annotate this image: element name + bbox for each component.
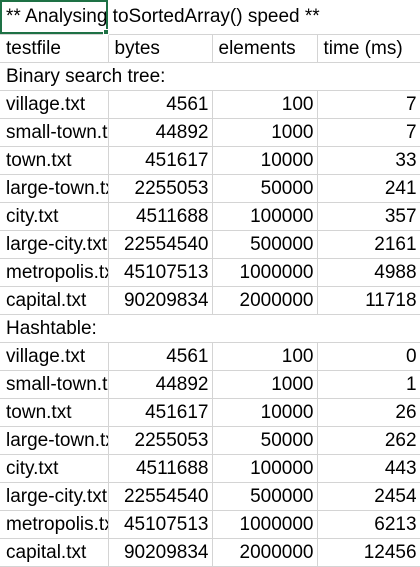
cell-bytes[interactable]: 90209834 xyxy=(108,538,213,567)
table-row: small-town.txt4489210001 xyxy=(0,370,420,399)
cell-time[interactable]: 7 xyxy=(317,118,420,147)
cell-testfile[interactable]: capital.txt xyxy=(0,286,109,315)
table-row: large-town.txt225505350000262 xyxy=(0,426,420,455)
cell-bytes[interactable]: 45107513 xyxy=(108,510,213,539)
title-cell[interactable]: ** Analysing toSortedArray() speed ** xyxy=(0,0,420,35)
cell-time[interactable]: 0 xyxy=(317,342,420,371)
cell-elements[interactable]: 500000 xyxy=(212,230,318,259)
cell-time[interactable]: 2161 xyxy=(317,230,420,259)
cell-elements[interactable]: 1000 xyxy=(212,370,318,399)
cell-bytes[interactable]: 22554540 xyxy=(108,482,213,511)
table-row: town.txt 451617 10000 26 xyxy=(0,398,420,427)
cell-bytes[interactable]: 22554540 xyxy=(108,230,213,259)
cell-time[interactable]: 11718 xyxy=(317,286,420,315)
section-label-cell[interactable]: Hashtable: xyxy=(0,314,420,343)
header-row: testfile bytes elements time (ms) xyxy=(0,34,420,63)
cell-time[interactable]: 1 xyxy=(317,370,420,399)
table-row: large-town.txt225505350000241 xyxy=(0,174,420,203)
section-label-row: Hashtable: xyxy=(0,314,420,343)
header-cell-testfile[interactable]: testfile xyxy=(0,34,109,63)
cell-time[interactable]: 7 xyxy=(317,90,420,119)
cell-elements[interactable]: 1000 xyxy=(212,118,318,147)
cell-elements[interactable]: 50000 xyxy=(212,426,318,455)
fill-handle[interactable] xyxy=(103,29,109,35)
table-row: small-town.txt4489210007 xyxy=(0,118,420,147)
table-row: large-city.txt 22554540 500000 2161 xyxy=(0,230,420,259)
cell-elements[interactable]: 50000 xyxy=(212,174,318,203)
cell-bytes[interactable]: 4511688 xyxy=(108,202,213,231)
table-row: metropolis.txt 45107513 1000000 4988 xyxy=(0,258,420,287)
header-cell-time[interactable]: time (ms) xyxy=(317,34,420,63)
cell-elements[interactable]: 1000000 xyxy=(212,510,318,539)
table-row: town.txt 451617 10000 33 xyxy=(0,146,420,175)
cell-time[interactable]: 262 xyxy=(317,426,420,455)
title-text: ** Analysing toSortedArray() speed ** xyxy=(6,6,320,27)
table-row: capital.txt 90209834 2000000 12456 xyxy=(0,538,420,567)
cell-testfile[interactable]: large-town.txt xyxy=(0,174,109,203)
cell-testfile[interactable]: town.txt xyxy=(0,398,109,427)
cell-bytes[interactable]: 4511688 xyxy=(108,454,213,483)
cell-time[interactable]: 4988 xyxy=(317,258,420,287)
cell-testfile[interactable]: large-city.txt xyxy=(0,482,109,511)
cell-bytes[interactable]: 44892 xyxy=(108,118,213,147)
cell-testfile[interactable]: large-city.txt xyxy=(0,230,109,259)
table-row: capital.txt 90209834 2000000 11718 xyxy=(0,286,420,315)
cell-testfile[interactable]: large-town.txt xyxy=(0,426,109,455)
title-row: ** Analysing toSortedArray() speed ** xyxy=(0,0,420,35)
cell-time[interactable]: 2454 xyxy=(317,482,420,511)
cell-bytes[interactable]: 4561 xyxy=(108,90,213,119)
cell-elements[interactable]: 1000000 xyxy=(212,258,318,287)
cell-testfile[interactable]: town.txt xyxy=(0,146,109,175)
cell-testfile[interactable]: metropolis.txt xyxy=(0,258,109,287)
table-row: large-city.txt 22554540 500000 2454 xyxy=(0,482,420,511)
cell-time[interactable]: 443 xyxy=(317,454,420,483)
cell-bytes[interactable]: 2255053 xyxy=(108,174,213,203)
cell-elements[interactable]: 2000000 xyxy=(212,538,318,567)
header-cell-bytes[interactable]: bytes xyxy=(108,34,213,63)
cell-elements[interactable]: 500000 xyxy=(212,482,318,511)
cell-testfile[interactable]: small-town.txt xyxy=(0,118,109,147)
cell-time[interactable]: 12456 xyxy=(317,538,420,567)
cell-bytes[interactable]: 2255053 xyxy=(108,426,213,455)
section-label-row: Binary search tree: xyxy=(0,62,420,91)
cell-elements[interactable]: 10000 xyxy=(212,146,318,175)
header-cell-elements[interactable]: elements xyxy=(212,34,318,63)
cell-testfile[interactable]: village.txt xyxy=(0,342,109,371)
table-row: city.txt 4511688 100000 443 xyxy=(0,454,420,483)
cell-elements[interactable]: 100 xyxy=(212,90,318,119)
table-row: city.txt 4511688 100000 357 xyxy=(0,202,420,231)
cell-time[interactable]: 241 xyxy=(317,174,420,203)
cell-bytes[interactable]: 451617 xyxy=(108,146,213,175)
cell-time[interactable]: 26 xyxy=(317,398,420,427)
cell-testfile[interactable]: village.txt xyxy=(0,90,109,119)
cell-bytes[interactable]: 451617 xyxy=(108,398,213,427)
table-row: village.txt 4561 100 7 xyxy=(0,90,420,119)
cell-time[interactable]: 6213 xyxy=(317,510,420,539)
table-row: village.txt 4561 100 0 xyxy=(0,342,420,371)
section-label-cell[interactable]: Binary search tree: xyxy=(0,62,420,91)
cell-testfile[interactable]: metropolis.txt xyxy=(0,510,109,539)
cell-bytes[interactable]: 90209834 xyxy=(108,286,213,315)
cell-bytes[interactable]: 4561 xyxy=(108,342,213,371)
cell-elements[interactable]: 100000 xyxy=(212,202,318,231)
cell-time[interactable]: 33 xyxy=(317,146,420,175)
cell-testfile[interactable]: small-town.txt xyxy=(0,370,109,399)
cell-elements[interactable]: 100 xyxy=(212,342,318,371)
cell-elements[interactable]: 2000000 xyxy=(212,286,318,315)
cell-testfile[interactable]: city.txt xyxy=(0,202,109,231)
cell-bytes[interactable]: 45107513 xyxy=(108,258,213,287)
cell-time[interactable]: 357 xyxy=(317,202,420,231)
cell-testfile[interactable]: capital.txt xyxy=(0,538,109,567)
section-label: Binary search tree: xyxy=(6,66,166,87)
cell-bytes[interactable]: 44892 xyxy=(108,370,213,399)
table-row: metropolis.txt 45107513 1000000 6213 xyxy=(0,510,420,539)
cell-testfile[interactable]: city.txt xyxy=(0,454,109,483)
section-label: Hashtable: xyxy=(6,318,97,339)
cell-elements[interactable]: 10000 xyxy=(212,398,318,427)
cell-elements[interactable]: 100000 xyxy=(212,454,318,483)
